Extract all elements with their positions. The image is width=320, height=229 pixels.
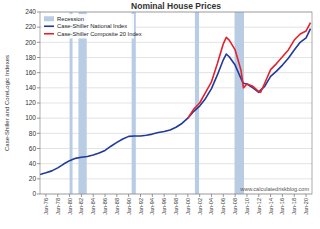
x-tick (211, 194, 212, 197)
x-tick (258, 194, 259, 197)
x-tick (294, 194, 295, 197)
y-tick-label: 140 (25, 84, 36, 91)
x-tick-label: Jan-98 (173, 198, 179, 215)
y-tick (37, 12, 40, 13)
x-tick (93, 194, 94, 197)
x-tick-label: Jan-94 (149, 198, 155, 215)
annotation: www.calculatedriskblog.com (239, 186, 309, 192)
x-tick-label: Jan-78 (55, 198, 61, 215)
x-tick (128, 194, 129, 197)
y-tick (37, 42, 40, 43)
x-tick (187, 194, 188, 197)
plot-frame (40, 12, 312, 194)
y-tick-label: 100 (25, 114, 36, 121)
legend: RecessionCase-Shiller National Index Case… (42, 14, 142, 39)
y-tick-label: 120 (25, 99, 36, 106)
x-tick (306, 194, 307, 197)
y-tick-label: 20 (29, 175, 37, 182)
y-tick-label: 40 (29, 160, 37, 167)
y-tick-label: 180 (25, 54, 36, 61)
x-tick-label: Jan-76 (43, 198, 49, 215)
recession-band (195, 12, 199, 194)
y-axis-label: Case-Shiller and CoreLogic Indexes (4, 55, 10, 151)
y-tick-label: 80 (29, 130, 37, 137)
x-tick (81, 194, 82, 197)
x-tick (105, 194, 106, 197)
x-tick-label: Jan-92 (138, 198, 144, 215)
y-tick-label: 60 (29, 145, 37, 152)
y-tick (37, 118, 40, 119)
x-tick (152, 194, 153, 197)
x-tick (282, 194, 283, 197)
y-tick-label: 200 (25, 39, 36, 46)
x-tick-label: Jan-86 (102, 198, 108, 215)
legend-swatch (44, 33, 54, 35)
title: Nominal House Prices (131, 1, 221, 11)
x-tick-label: Jan-96 (161, 198, 167, 215)
x-tick (116, 194, 117, 197)
y-tick (37, 103, 40, 104)
x-tick (199, 194, 200, 197)
y-tick (37, 178, 40, 179)
x-tick-label: Jan-20 (303, 198, 309, 215)
recession-band (235, 12, 244, 194)
x-tick (270, 194, 271, 197)
y-tick-label: 220 (25, 23, 36, 30)
recession-band (132, 12, 136, 194)
x-tick-label: Jan-06 (220, 198, 226, 215)
legend-label: Recession (57, 16, 84, 22)
x-tick-label: Jan-08 (232, 198, 238, 215)
recession-band (70, 12, 73, 194)
x-tick (69, 194, 70, 197)
x-tick-label: Jan-02 (197, 198, 203, 215)
grid (40, 12, 312, 194)
x-tick-label: Jan-04 (208, 198, 214, 215)
y-tick (37, 194, 40, 195)
x-tick (140, 194, 141, 197)
x-tick-label: Jan-12 (256, 198, 262, 215)
plot-area (40, 12, 311, 194)
x-tick (164, 194, 165, 197)
y-tick (37, 133, 40, 134)
x-tick-label: Jan-90 (126, 198, 132, 215)
legend-swatch (44, 25, 54, 27)
y-tick-label: 240 (25, 8, 36, 15)
y-tick (37, 163, 40, 164)
x-tick (176, 194, 177, 197)
x-tick-label: Jan-80 (67, 198, 73, 215)
x-tick-label: Jan-00 (185, 198, 191, 215)
x-tick (45, 194, 46, 197)
legend-label: Case-Shiller Composite 20 Index (57, 31, 142, 37)
y-tick-label: 0 (32, 190, 36, 197)
legend-swatch (44, 16, 54, 21)
x-tick (235, 194, 236, 197)
x-tick-label: Jan-84 (90, 198, 96, 215)
chart: Nominal House Prices Case-Shiller and Cor… (0, 0, 320, 229)
y-tick (37, 57, 40, 58)
x-tick (57, 194, 58, 197)
y-tick-label: 160 (25, 69, 36, 76)
y-tick (37, 72, 40, 73)
x-tick-label: Jan-88 (114, 198, 120, 215)
legend-label: Case-Shiller National Index (57, 23, 127, 29)
x-tick-label: Jan-82 (78, 198, 84, 215)
x-tick (246, 194, 247, 197)
series-line (40, 29, 311, 175)
x-tick (223, 194, 224, 197)
x-tick-label: Jan-14 (268, 198, 274, 215)
x-tick-label: Jan-16 (279, 198, 285, 215)
x-tick-label: Jan-18 (291, 198, 297, 215)
x-tick-label: Jan-10 (244, 198, 250, 215)
recession-band (78, 12, 86, 194)
y-tick (37, 27, 40, 28)
y-tick (37, 87, 40, 88)
series-line (188, 23, 311, 119)
y-tick (37, 148, 40, 149)
